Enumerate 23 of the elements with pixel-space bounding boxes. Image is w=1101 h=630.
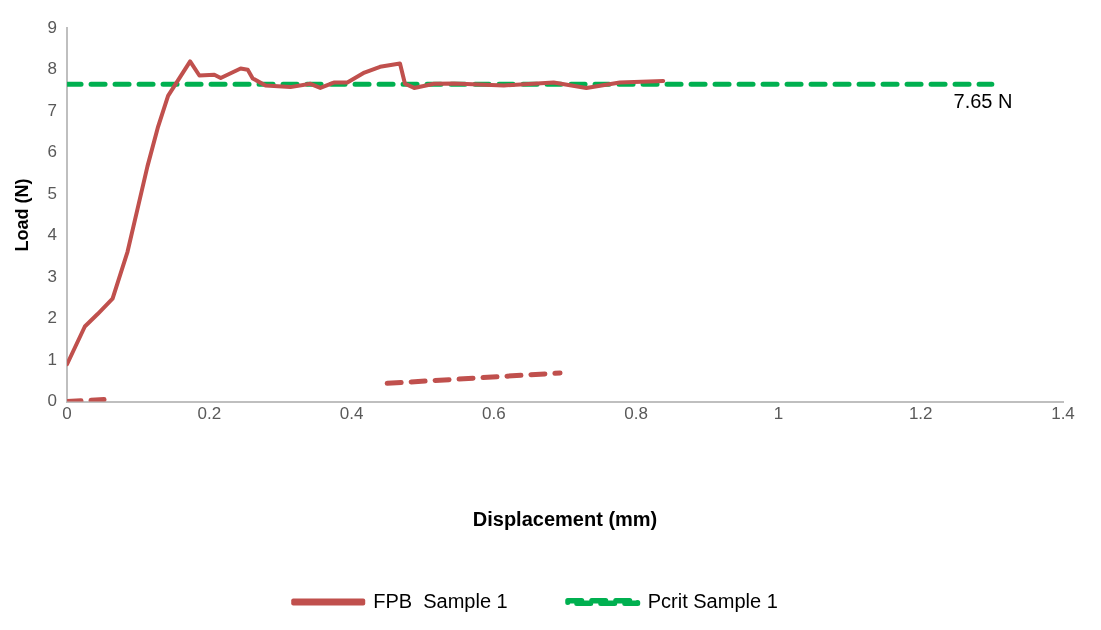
y-tick-label: 0 xyxy=(47,391,58,411)
legend-label: FPB Sample 1 xyxy=(373,589,508,612)
x-tick-label: 1.4 xyxy=(1051,404,1075,424)
x-tick-label: 0.2 xyxy=(197,404,222,424)
x-axis-title: Displacement (mm) xyxy=(472,507,658,530)
y-tick-label: 2 xyxy=(47,308,58,328)
y-tick-label: 9 xyxy=(47,17,58,37)
x-tick-label: 1 xyxy=(773,404,784,424)
x-tick-label: 1.2 xyxy=(908,404,933,424)
x-tick-label: 0.6 xyxy=(482,404,506,424)
y-axis-title: Load (N) xyxy=(11,178,32,252)
legend-label: Pcrit Sample 1 xyxy=(647,589,778,612)
x-tick-label: 0.4 xyxy=(339,404,364,424)
x-tick-label: 0 xyxy=(62,404,72,424)
y-tick-label: 5 xyxy=(47,183,58,203)
y-tick-label: 1 xyxy=(47,349,58,369)
y-tick-label: 7 xyxy=(47,100,58,120)
x-tick-label: 0.8 xyxy=(624,404,648,424)
y-tick-label: 4 xyxy=(47,225,58,245)
annotation: 7.65 N xyxy=(953,90,1013,113)
y-tick-label: 6 xyxy=(47,142,58,162)
y-tick-label: 8 xyxy=(47,59,58,79)
y-tick-label: 3 xyxy=(47,266,58,286)
